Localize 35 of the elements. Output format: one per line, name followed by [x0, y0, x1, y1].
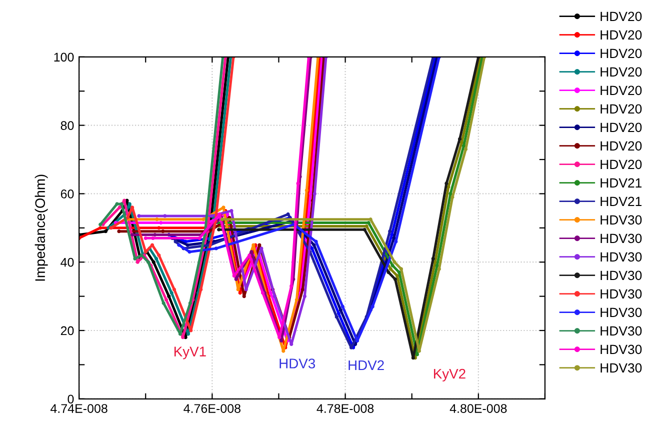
y-tick-label: 60 — [60, 190, 74, 198]
y-tick-label: 40 — [60, 258, 74, 267]
legend-label: HDV30 — [600, 215, 642, 225]
y-axis-title: Impedance(Ohm) — [34, 174, 48, 281]
x-tick-label: 4.76E-008 — [184, 404, 240, 413]
legend-label: HDV30 — [600, 344, 642, 354]
legend-label: HDV20 — [600, 12, 642, 22]
x-tick-label: 4.74E-008 — [50, 404, 108, 413]
legend-label: HDV30 — [600, 308, 642, 318]
annotation: HDV3 — [280, 358, 316, 368]
annotation: KyV1 — [174, 346, 206, 360]
legend-label: HDV20 — [600, 141, 642, 151]
y-tick-label: 100 — [54, 52, 74, 62]
legend-label: HDV30 — [600, 234, 642, 244]
legend-label: HDV30 — [600, 270, 642, 280]
legend-label: HDV20 — [600, 122, 642, 132]
legend-label: HDV20 — [600, 67, 642, 77]
y-tick-label: 0 — [68, 394, 74, 404]
legend-label: HDV21 — [600, 196, 642, 206]
legend-label: HDV20 — [600, 104, 642, 114]
x-tick-label: 4.80E-008 — [450, 404, 507, 413]
legend-label: HDV20 — [600, 30, 642, 40]
annotation: KyV2 — [434, 368, 466, 382]
y-tick-label: 20 — [60, 326, 74, 336]
legend-label: HDV20 — [600, 86, 642, 96]
annotation: HDV2 — [348, 360, 384, 370]
y-tick-label: 80 — [60, 121, 74, 130]
legend-label: HDV30 — [600, 252, 642, 262]
x-tick-label: 4.78E-008 — [316, 404, 374, 413]
legend-label: HDV21 — [600, 178, 642, 188]
legend-label: HDV30 — [600, 289, 642, 299]
legend-label: HDV30 — [600, 363, 642, 373]
legend-label: HDV30 — [600, 326, 642, 336]
legend-label: HDV20 — [600, 160, 642, 170]
legend-label: HDV20 — [600, 48, 642, 58]
